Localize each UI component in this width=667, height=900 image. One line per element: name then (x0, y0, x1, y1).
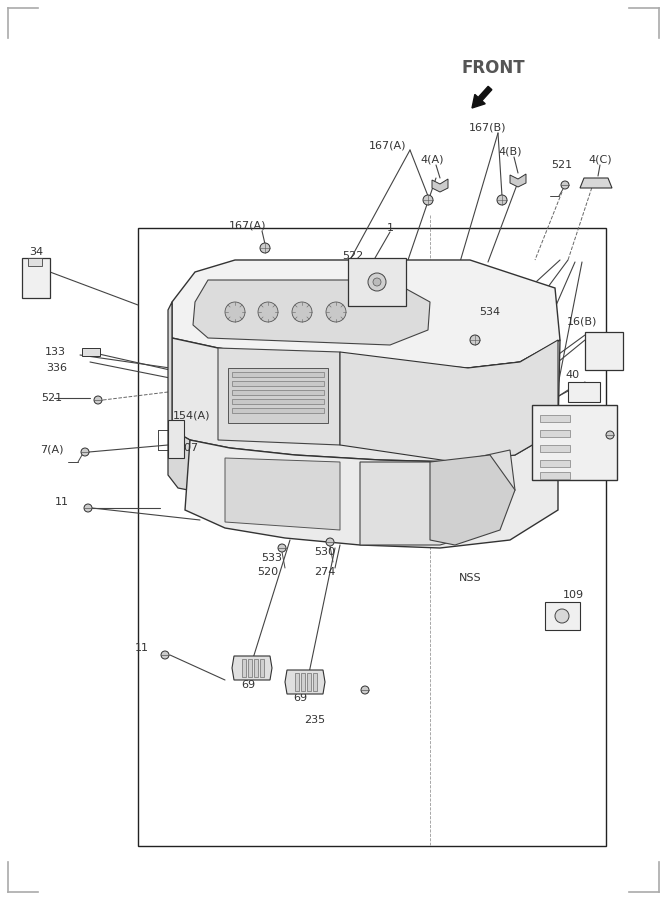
Text: 235: 235 (304, 715, 325, 725)
Bar (540, 460, 570, 467)
Circle shape (326, 538, 334, 546)
Polygon shape (510, 174, 526, 187)
Bar (313, 673, 317, 691)
Circle shape (423, 195, 433, 205)
Text: 11: 11 (55, 497, 69, 507)
Circle shape (373, 278, 381, 286)
Bar (168, 420, 184, 458)
Circle shape (292, 302, 312, 322)
Text: 522: 522 (342, 251, 364, 261)
Text: 167(B): 167(B) (470, 123, 507, 133)
Bar (295, 673, 299, 691)
Bar (260, 659, 264, 677)
FancyArrow shape (472, 86, 492, 108)
Text: 378: 378 (211, 291, 233, 301)
Bar (254, 659, 258, 677)
Polygon shape (225, 458, 340, 530)
Polygon shape (580, 178, 612, 188)
Text: 16(B): 16(B) (567, 317, 597, 327)
Bar (568, 382, 600, 402)
Text: 533: 533 (261, 553, 283, 563)
Bar (232, 390, 324, 395)
Text: 133: 133 (45, 347, 65, 357)
Text: 40: 40 (565, 370, 579, 380)
Bar (232, 381, 324, 386)
Polygon shape (432, 179, 448, 192)
Circle shape (497, 195, 507, 205)
Circle shape (81, 448, 89, 456)
Text: 4(A): 4(A) (420, 155, 444, 165)
Circle shape (94, 396, 102, 404)
Text: 167(A): 167(A) (229, 221, 267, 231)
Polygon shape (232, 656, 272, 680)
Polygon shape (193, 280, 430, 345)
Text: 11: 11 (135, 643, 149, 653)
Text: 4(B): 4(B) (498, 147, 522, 157)
Text: 34: 34 (29, 247, 43, 257)
Bar (28, 258, 42, 266)
Circle shape (278, 544, 286, 552)
Circle shape (161, 651, 169, 659)
Bar (232, 399, 324, 404)
Text: 109: 109 (562, 590, 584, 600)
Polygon shape (218, 348, 340, 445)
Bar (532, 405, 617, 480)
Circle shape (84, 504, 92, 512)
Polygon shape (172, 260, 560, 368)
Bar (348, 258, 406, 306)
Bar (232, 408, 324, 413)
Bar (301, 673, 305, 691)
Text: 167(A): 167(A) (370, 140, 407, 150)
Text: 521: 521 (41, 393, 63, 403)
Circle shape (225, 302, 245, 322)
Bar (585, 332, 623, 370)
Bar (540, 472, 570, 479)
Polygon shape (340, 340, 558, 462)
Polygon shape (360, 450, 515, 545)
Bar (248, 659, 252, 677)
Bar (22, 258, 50, 298)
Bar (307, 673, 311, 691)
Text: 4(C): 4(C) (588, 155, 612, 165)
Text: FRONT: FRONT (461, 59, 525, 77)
Circle shape (606, 431, 614, 439)
Circle shape (368, 273, 386, 291)
Bar (82, 348, 100, 356)
Text: 520: 520 (257, 567, 279, 577)
Bar (540, 445, 570, 452)
Polygon shape (185, 430, 558, 548)
Bar (540, 430, 570, 437)
Text: 607: 607 (177, 443, 199, 453)
Text: 274: 274 (314, 567, 336, 577)
Circle shape (561, 181, 569, 189)
Circle shape (470, 335, 480, 345)
Polygon shape (430, 455, 515, 545)
Text: 581: 581 (570, 390, 590, 400)
Text: LHD: LHD (563, 435, 585, 445)
Bar (138, 228, 606, 846)
Polygon shape (168, 302, 195, 490)
Bar (540, 415, 570, 422)
Circle shape (258, 302, 278, 322)
Circle shape (326, 302, 346, 322)
Text: 7(A): 7(A) (40, 445, 64, 455)
Text: 69: 69 (241, 680, 255, 690)
Text: NSS: NSS (459, 573, 482, 583)
Bar (232, 372, 324, 377)
Text: 1: 1 (386, 223, 394, 233)
Circle shape (361, 686, 369, 694)
Text: 534: 534 (480, 307, 500, 317)
Bar (545, 602, 580, 630)
Polygon shape (172, 338, 560, 462)
Polygon shape (285, 670, 325, 694)
Circle shape (555, 609, 569, 623)
Text: 336: 336 (47, 363, 67, 373)
Bar (242, 659, 246, 677)
Text: 530: 530 (315, 547, 336, 557)
Circle shape (260, 243, 270, 253)
Text: 521: 521 (552, 160, 572, 170)
Bar (228, 368, 328, 423)
Text: 154(A): 154(A) (173, 410, 211, 420)
Text: 69: 69 (293, 693, 307, 703)
